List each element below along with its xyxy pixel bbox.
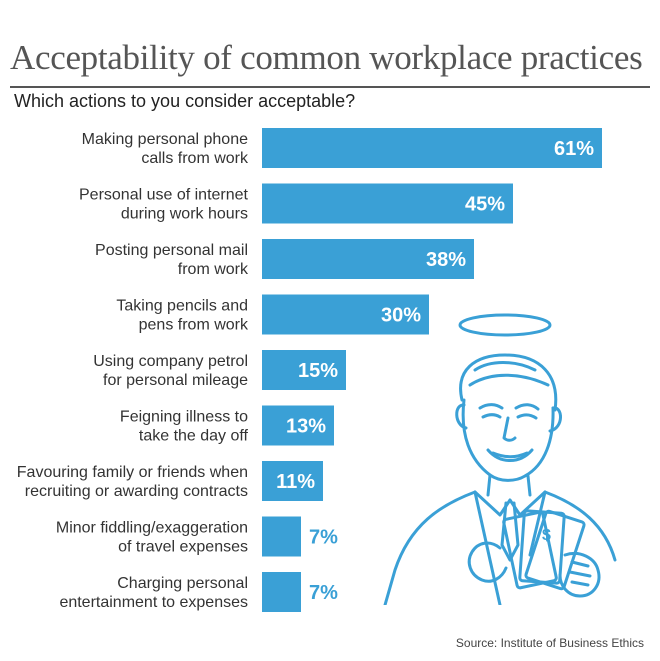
value-label-8: 7% [309, 582, 338, 604]
value-label-5: 13% [286, 416, 326, 438]
category-label-2: Posting personal mail from work [95, 242, 249, 278]
value-label-3: 30% [381, 305, 421, 327]
bar-6 [262, 461, 323, 501]
source-note: Source: Institute of Business Ethics [455, 636, 644, 650]
value-label-7: 7% [309, 527, 338, 549]
category-label-3: Taking pencils and pens from work [116, 298, 249, 334]
value-label-0: 61% [554, 138, 594, 160]
bar-5 [262, 405, 334, 446]
value-label-2: 38% [426, 249, 466, 271]
bar-7 [262, 516, 301, 557]
bar-1 [262, 183, 513, 224]
bar-2 [262, 239, 474, 279]
category-label-0: Making personal phone calls from work [82, 131, 249, 167]
category-label-5: Feigning illness to take the day off [120, 409, 249, 445]
bar-8 [262, 572, 301, 612]
man-with-halo-holding-cash-icon: $ [383, 313, 617, 605]
value-label-4: 15% [298, 360, 338, 382]
title-rule [10, 86, 650, 88]
category-label-1: Personal use of internet during work hour… [79, 187, 249, 223]
category-label-8: Charging personal entertainment to expens… [59, 575, 248, 611]
category-label-4: Using company petrol for personal mileage [93, 353, 248, 389]
bar-4 [262, 350, 346, 390]
bar-3 [262, 294, 429, 335]
category-label-6: Favouring family or friends when recruiti… [17, 464, 248, 500]
category-label-7: Minor fiddling/exaggeration of travel exp… [56, 520, 248, 556]
bar-0 [262, 128, 602, 168]
value-label-1: 45% [465, 194, 505, 216]
chart-title: Acceptability of common workplace practi… [10, 38, 643, 77]
value-label-6: 11% [276, 471, 315, 493]
chart-subtitle: Which actions to you consider acceptable… [14, 91, 356, 111]
svg-text:$: $ [542, 527, 551, 544]
